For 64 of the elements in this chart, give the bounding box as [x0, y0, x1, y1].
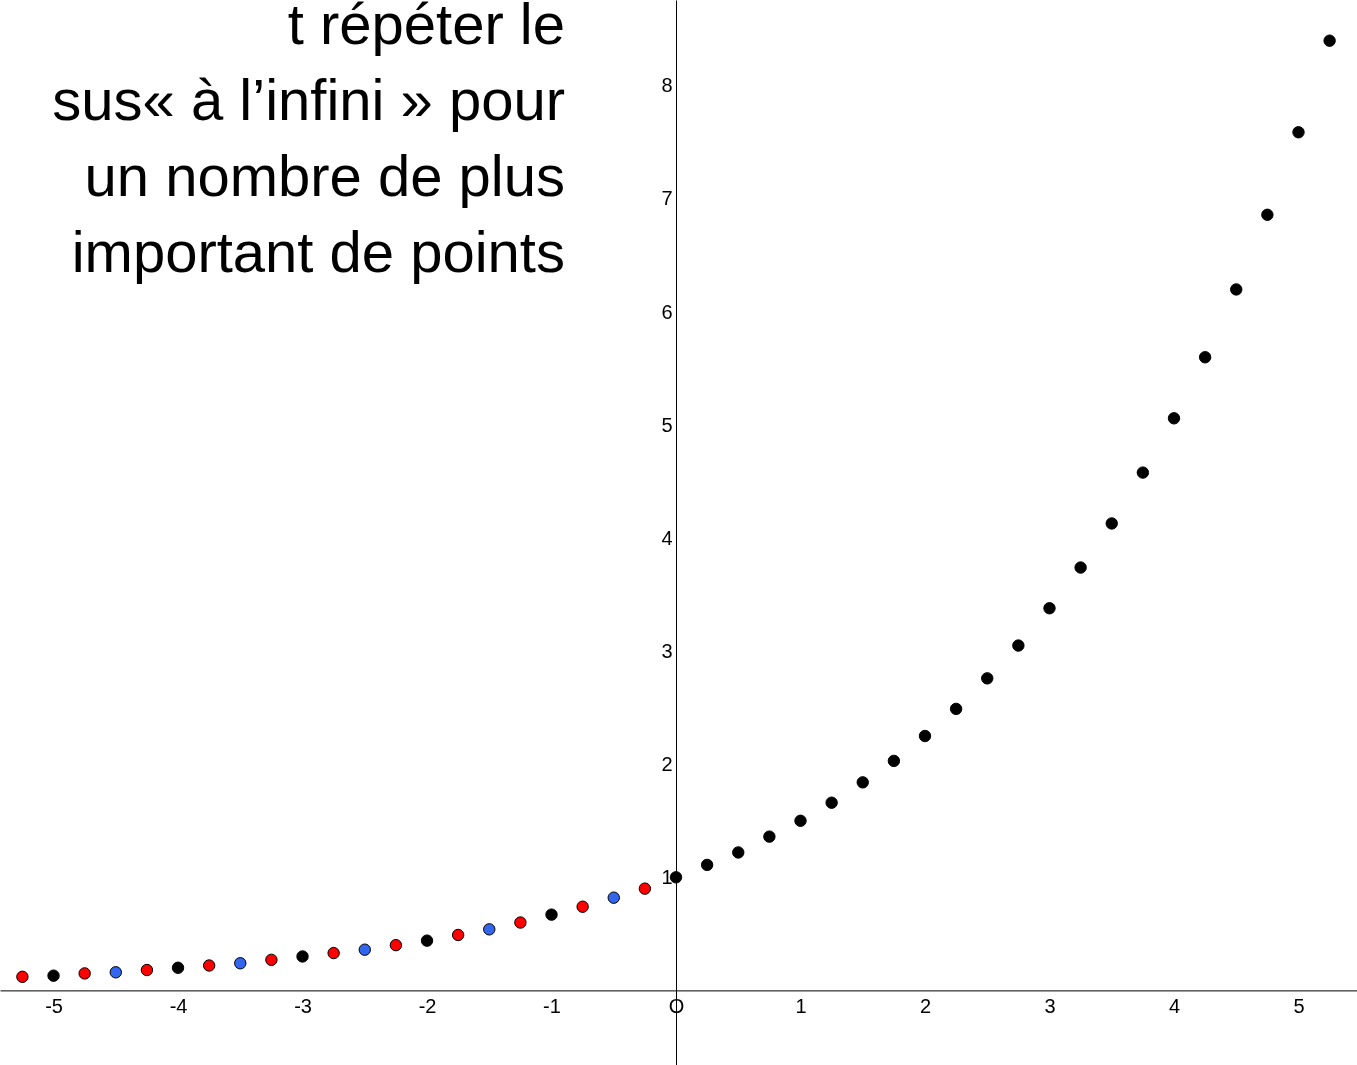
point: [856, 776, 869, 789]
point: [607, 891, 620, 904]
point: [1167, 412, 1181, 425]
point: [825, 796, 838, 809]
y-tick-label: 1: [661, 865, 673, 888]
x-tick-label: 5: [1293, 994, 1305, 1017]
x-tick-label: 2: [919, 994, 932, 1017]
x-tick-label: 4: [1168, 994, 1181, 1017]
point: [949, 702, 963, 716]
point: [47, 969, 60, 982]
point: [1043, 602, 1056, 615]
point: [16, 970, 29, 984]
point: [420, 934, 434, 947]
y-tick-label: 2: [661, 752, 673, 775]
point: [732, 846, 745, 859]
point: [1074, 561, 1087, 574]
y-tick-label: 4: [661, 526, 673, 549]
x-tick-label: -2: [418, 994, 437, 1017]
point: [1323, 34, 1336, 47]
point: [171, 961, 185, 974]
y-tick-label: 3: [661, 639, 673, 662]
annotation: important de points: [71, 219, 565, 284]
x-tick-label: -5: [45, 994, 63, 1017]
x-tick-label: -1: [543, 994, 561, 1017]
x-tick-label: -3: [294, 994, 312, 1017]
point: [265, 953, 278, 967]
point: [202, 959, 216, 972]
point: [451, 928, 465, 942]
x-tick-label: 3: [1044, 994, 1056, 1017]
point: [78, 967, 91, 980]
point: [576, 900, 589, 913]
point: [327, 946, 340, 960]
point: [545, 908, 558, 921]
y-tick-label: 5: [661, 413, 673, 436]
annotation: t répéter le: [287, 0, 565, 56]
point: [763, 830, 776, 843]
point: [918, 729, 932, 743]
point: [109, 966, 122, 979]
point: [794, 814, 807, 827]
point: [1105, 517, 1118, 530]
y-tick-label: 6: [661, 300, 673, 323]
point: [1012, 639, 1025, 652]
point: [1261, 208, 1274, 221]
point: [1198, 351, 1212, 364]
y-tick-label: 8: [661, 74, 673, 97]
x-tick-label: 1: [795, 994, 807, 1017]
annotation: un nombre de plus: [84, 143, 565, 208]
x-tick-label: -4: [169, 994, 188, 1017]
point: [514, 916, 527, 929]
point: [140, 963, 154, 977]
point: [638, 882, 652, 895]
annotation: sus« à l’infini » pour: [52, 67, 565, 132]
point: [887, 754, 901, 768]
point: [389, 938, 403, 952]
point: [1230, 283, 1243, 296]
point: [1136, 466, 1150, 479]
point: [296, 950, 309, 963]
point: [981, 672, 994, 685]
point: [234, 957, 247, 970]
point: [1292, 126, 1305, 139]
point: [358, 943, 371, 956]
y-tick-label: 7: [661, 187, 673, 210]
point: [483, 923, 496, 936]
point: [700, 858, 714, 872]
